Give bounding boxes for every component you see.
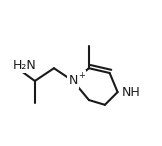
Text: N: N — [68, 74, 78, 87]
Text: NH: NH — [122, 86, 140, 99]
Text: H₂N: H₂N — [13, 59, 36, 72]
Text: +: + — [79, 71, 86, 80]
